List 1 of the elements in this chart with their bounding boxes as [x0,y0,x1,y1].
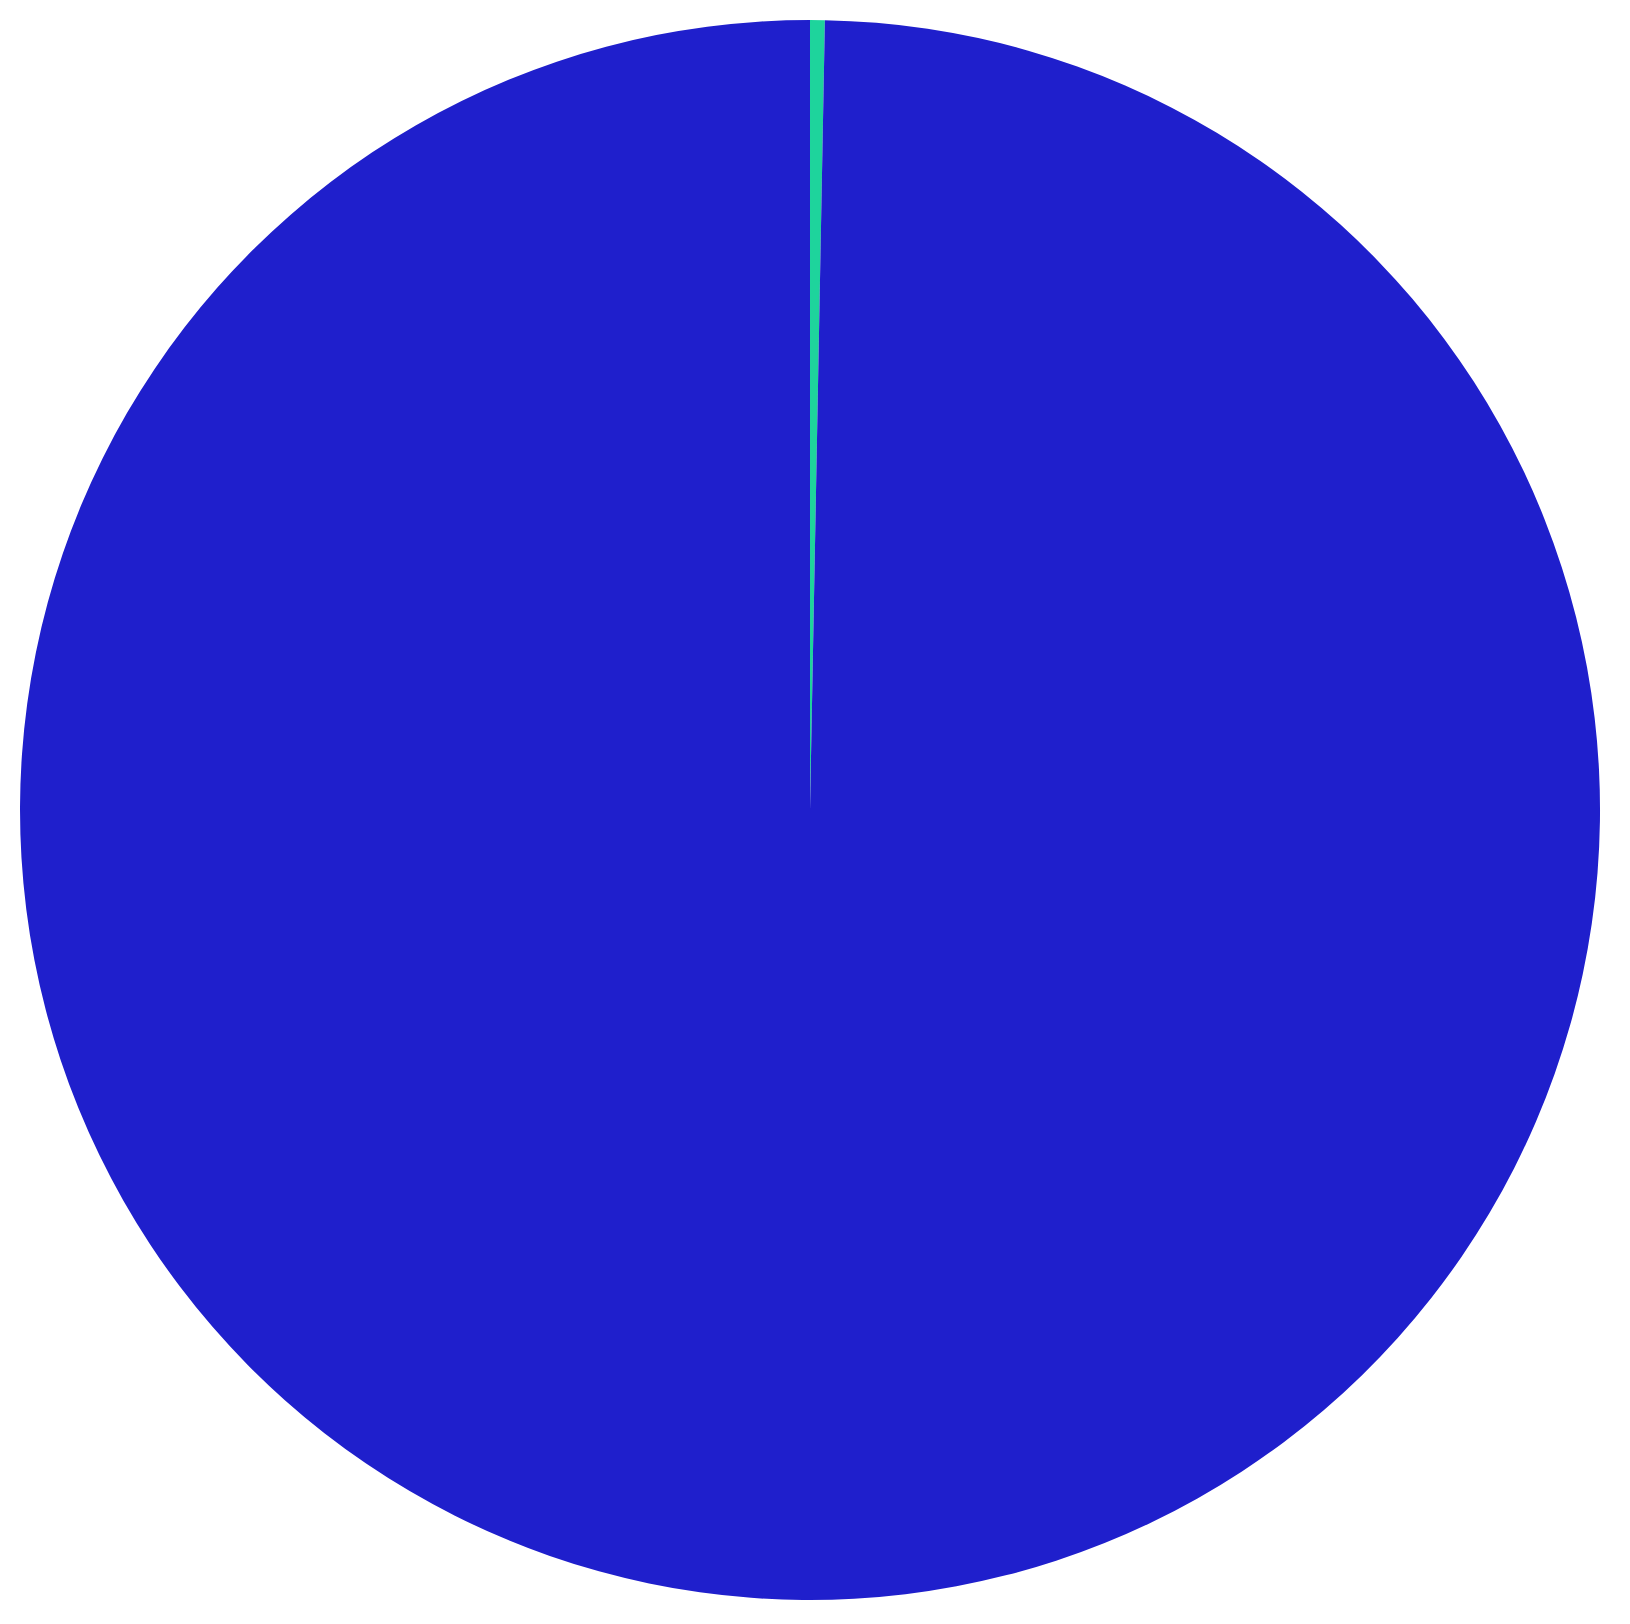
pie-slice [20,20,1600,1599]
